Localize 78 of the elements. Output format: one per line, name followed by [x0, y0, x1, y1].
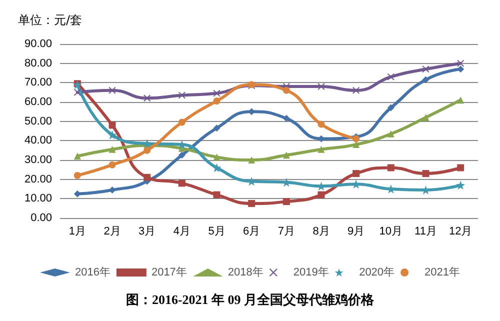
y-tick-label: 20.00: [24, 173, 52, 186]
point: [144, 146, 151, 154]
point: [456, 180, 466, 190]
point: [212, 163, 222, 172]
point: [213, 124, 220, 132]
point: [178, 118, 186, 126]
point: [178, 180, 186, 187]
x-tick-label: 5月: [208, 226, 226, 238]
point: [108, 186, 116, 194]
point: [108, 146, 116, 153]
point: [457, 66, 464, 73]
point: [457, 60, 464, 67]
x-tick-label: 12月: [448, 226, 472, 238]
point: [282, 114, 290, 122]
legend-label: 2016年: [74, 266, 110, 278]
y-tick-label: 90.00: [24, 38, 52, 50]
point: [457, 164, 464, 172]
y-tick-label: 50.00: [24, 115, 52, 128]
point: [248, 200, 256, 207]
point: [178, 152, 186, 159]
point: [387, 104, 394, 112]
x-tick-label: 1月: [68, 226, 86, 238]
point: [352, 170, 360, 178]
point: [387, 73, 394, 80]
y-tick-label: 80.00: [24, 57, 52, 70]
point: [213, 154, 220, 161]
point: [108, 122, 116, 129]
point: [282, 152, 290, 159]
legend-label: 2020年: [359, 266, 395, 278]
point: [74, 152, 81, 160]
point: [282, 198, 290, 206]
point: [108, 86, 116, 94]
x-tick-label: 10月: [379, 226, 403, 238]
y-tick-label: 70.00: [24, 76, 52, 89]
y-tick-label: 10.00: [24, 192, 52, 205]
point: [282, 86, 290, 94]
point: [213, 90, 220, 97]
point: [144, 174, 151, 181]
point: [352, 86, 360, 94]
point: [422, 66, 430, 73]
point: [108, 130, 117, 140]
x-tick-label: 4月: [173, 226, 190, 238]
point: [318, 120, 325, 128]
point: [108, 161, 116, 168]
legend-label: 2018年: [228, 266, 264, 278]
point: [318, 146, 325, 153]
point: [352, 141, 360, 148]
point: [248, 156, 256, 164]
y-tick-label: 60.00: [24, 96, 52, 108]
x-tick-label: 11月: [414, 226, 437, 238]
x-tick-label: 3月: [138, 226, 156, 238]
y-tick-label: 30.00: [24, 154, 52, 166]
point: [213, 98, 220, 105]
x-tick-label: 7月: [278, 226, 295, 238]
point: [422, 76, 430, 84]
legend-label: 2017年: [151, 266, 187, 278]
point: [74, 190, 81, 198]
x-tick-label: 2月: [104, 226, 121, 238]
point: [213, 191, 220, 198]
point: [387, 164, 394, 172]
point: [422, 114, 430, 121]
point: [422, 170, 430, 178]
y-tick-label: 40.00: [24, 134, 52, 147]
x-tick-label: 9月: [348, 226, 365, 238]
legend-label: 2019年: [293, 266, 329, 278]
text: 图：2016-2021 年 09 月全国父母代雏鸡价格: [126, 292, 376, 307]
point: [318, 191, 325, 198]
x-tick-label: 6月: [243, 226, 260, 238]
point: [74, 172, 81, 179]
point: [178, 92, 186, 99]
y-tick-label: 0.00: [30, 212, 52, 224]
point: [144, 94, 151, 102]
text: 单位：元/套: [18, 13, 82, 27]
point: [387, 130, 394, 138]
legend-label: 2021年: [424, 266, 460, 278]
point: [457, 96, 464, 104]
point: [74, 88, 81, 96]
x-tick-label: 8月: [312, 226, 330, 238]
